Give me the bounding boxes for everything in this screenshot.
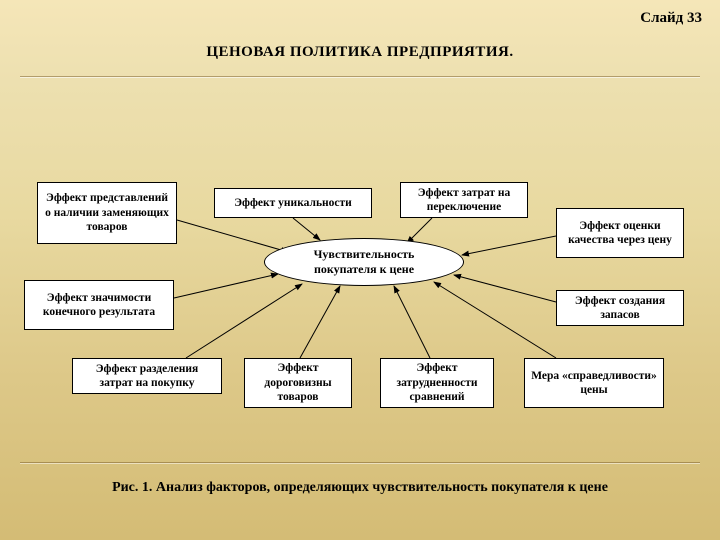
figure-caption: Рис. 1. Анализ факторов, определяющих чу… <box>0 480 720 496</box>
slide-number: Слайд 33 <box>640 10 702 27</box>
slide-title: ЦЕНОВАЯ ПОЛИТИКА ПРЕДПРИЯТИЯ. <box>0 44 720 61</box>
divider-top <box>20 76 700 78</box>
factor-box-b1: Эффект представлений о наличии заменяющи… <box>37 182 177 244</box>
factor-box-b9: Эффект затрудненности сравнений <box>380 358 494 408</box>
factor-box-b4: Эффект оценки качества через цену <box>556 208 684 258</box>
factor-box-b6: Эффект создания запасов <box>556 290 684 326</box>
factor-box-b8: Эффект дороговизны товаров <box>244 358 352 408</box>
factor-box-b2: Эффект уникальности <box>214 188 372 218</box>
factor-box-b10: Мера «справедливости» цены <box>524 358 664 408</box>
divider-bottom <box>20 462 700 464</box>
factor-box-b5: Эффект значимости конечного результата <box>24 280 174 330</box>
factor-box-b3: Эффект затрат на переключение <box>400 182 528 218</box>
center-node: Чувствительность покупателя к цене <box>264 238 464 286</box>
factor-box-b7: Эффект разделения затрат на покупку <box>72 358 222 394</box>
